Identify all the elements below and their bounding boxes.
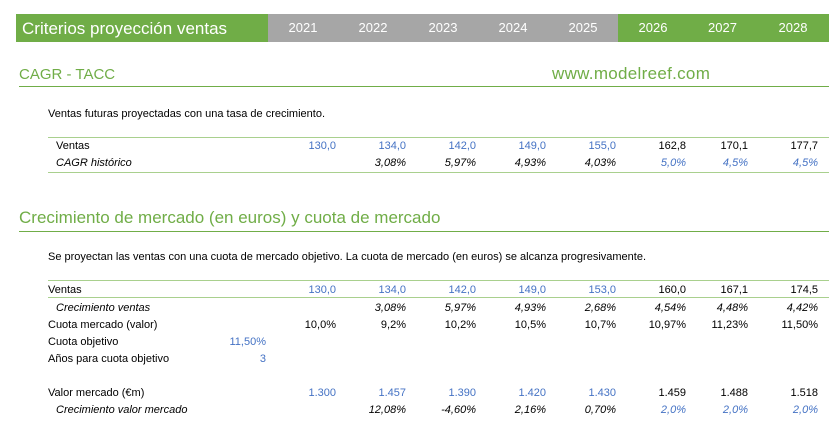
cell-section2-r0-2022[interactable]: 134,0 [378, 284, 406, 296]
input-anos-cuota[interactable]: 3 [259, 353, 266, 365]
cell-section2-r5-2022[interactable]: 1.457 [378, 387, 406, 399]
year-header-2022: 2022 [338, 14, 408, 42]
cell-section1-r1-2023[interactable]: 5,97% [444, 157, 476, 169]
cell-section2-r1-2028[interactable]: 4,42% [786, 302, 818, 314]
cell-section2-r2-2021[interactable]: 10,0% [304, 319, 336, 331]
row-label-anos-cuota: Años para cuota objetivo [48, 353, 170, 365]
year-header-2028: 2028 [757, 14, 829, 42]
row-label-cuota-mercado: Cuota mercado (valor) [48, 319, 158, 331]
cell-section2-r5-2026[interactable]: 1.459 [658, 387, 686, 399]
cell-section1-r1-2022[interactable]: 3,08% [374, 157, 406, 169]
row-label-ventas: Ventas [48, 284, 82, 296]
cell-section2-r0-2025[interactable]: 153,0 [588, 284, 616, 296]
website-link[interactable]: www.modelreef.com [552, 64, 711, 83]
cell-section2-r1-2023[interactable]: 5,97% [444, 302, 476, 314]
cell-section2-r6-2027[interactable]: 2,0% [722, 404, 748, 416]
cell-section2-r2-2026[interactable]: 10,97% [648, 319, 686, 331]
cell-section2-r5-2025[interactable]: 1.430 [588, 387, 616, 399]
cell-section2-r2-2023[interactable]: 10,2% [444, 319, 476, 331]
cell-section1-r1-2028[interactable]: 4,5% [792, 157, 818, 169]
row-label-cagr-historico: CAGR histórico [56, 157, 132, 169]
year-header-2023: 2023 [408, 14, 478, 42]
cell-section2-r1-2027[interactable]: 4,48% [716, 302, 748, 314]
cell-section2-r2-2022[interactable]: 9,2% [380, 319, 406, 331]
row-label-cuota-objetivo: Cuota objetivo [48, 336, 119, 348]
row-divider [48, 297, 829, 298]
input-cuota-objetivo[interactable]: 11,50% [229, 336, 267, 348]
cell-section1-r0-2025[interactable]: 155,0 [588, 140, 616, 152]
cell-section2-r0-2028[interactable]: 174,5 [790, 284, 818, 296]
cell-section2-r1-2025[interactable]: 2,68% [584, 302, 616, 314]
sheet-title: Criterios proyección ventas [16, 14, 268, 42]
cell-section2-r0-2026[interactable]: 160,0 [658, 284, 686, 296]
row-label-valor-mercado: Valor mercado (€m) [48, 387, 145, 399]
cell-section1-r0-2028[interactable]: 177,7 [790, 140, 818, 152]
year-header-2025: 2025 [548, 14, 618, 42]
cell-section2-r5-2028[interactable]: 1.518 [790, 387, 818, 399]
cell-section1-r1-2026[interactable]: 5,0% [660, 157, 686, 169]
cell-section1-r0-2027[interactable]: 170,1 [720, 140, 748, 152]
section1-description: Ventas futuras proyectadas con una tasa … [48, 108, 325, 120]
year-header-2026: 2026 [618, 14, 688, 42]
section-title-cagr: CAGR - TACC [19, 66, 116, 83]
section-title-mercado: Crecimiento de mercado (en euros) y cuot… [19, 208, 441, 227]
cell-section2-r0-2024[interactable]: 149,0 [518, 284, 546, 296]
cell-section2-r6-2024[interactable]: 2,16% [514, 404, 546, 416]
cell-section2-r1-2026[interactable]: 4,54% [654, 302, 686, 314]
cell-section2-r6-2026[interactable]: 2,0% [660, 404, 686, 416]
cell-section2-r1-2022[interactable]: 3,08% [374, 302, 406, 314]
cell-section2-r6-2022[interactable]: 12,08% [368, 404, 406, 416]
row-label-ventas: Ventas [56, 140, 90, 152]
cell-section2-r2-2027[interactable]: 11,23% [711, 319, 749, 331]
cell-section1-r1-2024[interactable]: 4,93% [514, 157, 546, 169]
cell-section1-r0-2022[interactable]: 134,0 [378, 140, 406, 152]
cell-section2-r0-2023[interactable]: 142,0 [448, 284, 476, 296]
table-top-border [48, 137, 829, 138]
year-header-2027: 2027 [688, 14, 757, 42]
cell-section2-r6-2025[interactable]: 0,70% [584, 404, 616, 416]
cell-section2-r5-2023[interactable]: 1.390 [448, 387, 476, 399]
cell-section1-r1-2027[interactable]: 4,5% [722, 157, 748, 169]
cell-section2-r2-2024[interactable]: 10,5% [514, 319, 546, 331]
section2-description: Se proyectan las ventas con una cuota de… [48, 251, 647, 263]
cell-section2-r5-2021[interactable]: 1.300 [308, 387, 336, 399]
row-label-crecimiento-ventas: Crecimiento ventas [56, 302, 151, 314]
cell-section1-r0-2024[interactable]: 149,0 [518, 140, 546, 152]
cell-section2-r6-2028[interactable]: 2,0% [792, 404, 818, 416]
cell-section2-r2-2025[interactable]: 10,7% [584, 319, 616, 331]
section-divider [19, 86, 829, 87]
cell-section2-r5-2027[interactable]: 1.488 [720, 387, 748, 399]
cell-section2-r2-2028[interactable]: 11,50% [781, 319, 819, 331]
cell-section1-r0-2023[interactable]: 142,0 [448, 140, 476, 152]
cell-section1-r0-2021[interactable]: 130,0 [308, 140, 336, 152]
header-bar: Criterios proyección ventas 2021 2022 2023… [16, 14, 829, 42]
section-divider [19, 231, 829, 232]
cell-section2-r6-2023[interactable]: -4,60% [441, 404, 476, 416]
year-header-2021: 2021 [268, 14, 338, 42]
table-top-border [48, 280, 829, 281]
cell-section2-r1-2024[interactable]: 4,93% [514, 302, 546, 314]
year-header-2024: 2024 [478, 14, 548, 42]
cell-section2-r0-2027[interactable]: 167,1 [720, 284, 748, 296]
table-bottom-border [48, 172, 829, 173]
cell-section1-r1-2025[interactable]: 4,03% [584, 157, 616, 169]
row-label-crecimiento-valor-mercado: Crecimiento valor mercado [56, 404, 188, 416]
cell-section2-r5-2024[interactable]: 1.420 [518, 387, 546, 399]
cell-section2-r0-2021[interactable]: 130,0 [308, 284, 336, 296]
cell-section1-r0-2026[interactable]: 162,8 [658, 140, 686, 152]
